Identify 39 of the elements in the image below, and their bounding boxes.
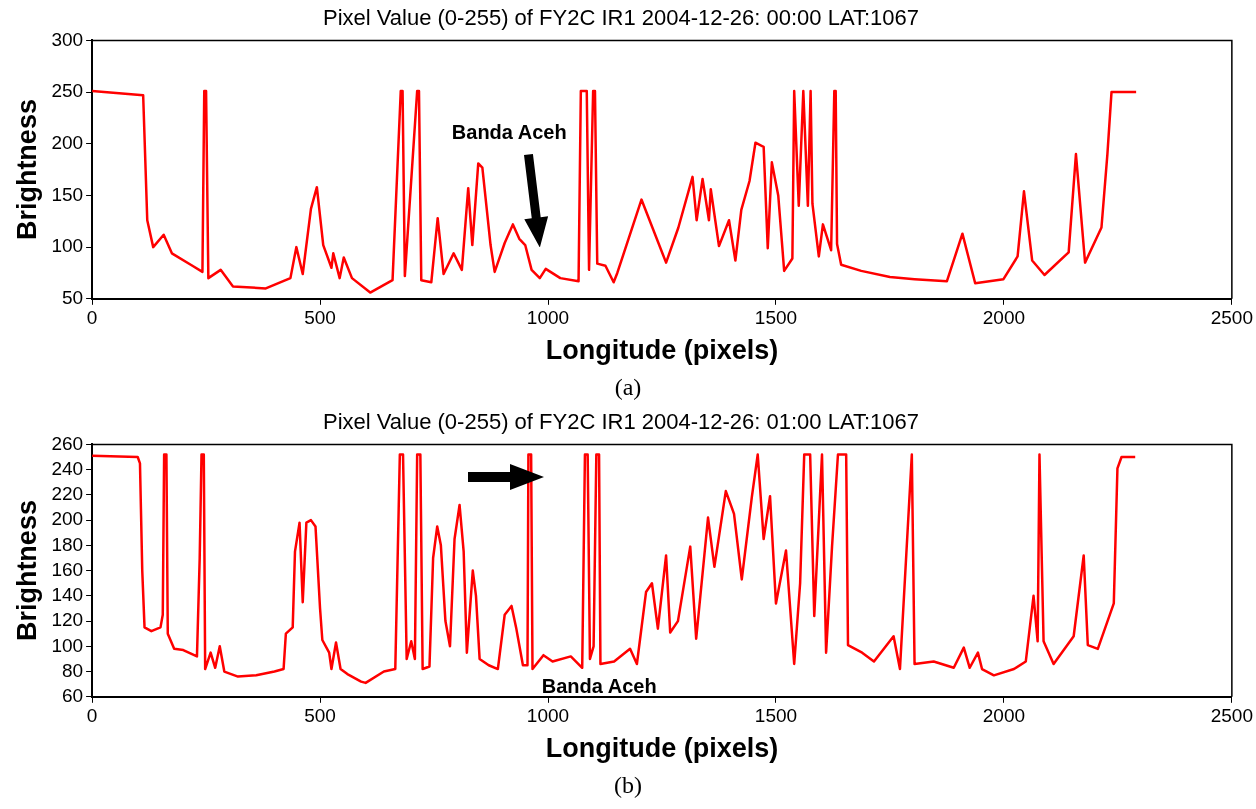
y-tick-label: 200: [51, 508, 84, 530]
y-tick-label: 240: [51, 457, 84, 479]
y-tick-label: 150: [51, 183, 84, 205]
annotation: Banda Aceh: [541, 675, 657, 698]
y-tick-label: 180: [51, 533, 84, 555]
y-tick-label: 160: [51, 558, 84, 580]
y-tick-label: 50: [61, 287, 84, 309]
y-tick-label: 300: [51, 28, 84, 50]
y-tick-label: 60: [61, 685, 84, 707]
y-tick-label: 260: [51, 432, 84, 454]
x-tick-label: 0: [86, 705, 98, 727]
y-tick-label: 200: [51, 131, 84, 153]
annotation: Banda Aceh: [451, 121, 567, 144]
x-tick-label: 2500: [1210, 705, 1254, 727]
x-tick-label: 0: [86, 307, 98, 329]
chart-title: Pixel Value (0-255) of FY2C IR1 2004-12-26: 00:00 LAT:1067: [323, 5, 919, 31]
x-tick-label: 1500: [754, 307, 798, 329]
y-tick-label: 140: [51, 584, 84, 606]
y-tick-label: 100: [51, 634, 84, 656]
y-tick-label: 80: [61, 659, 84, 681]
x-tick-label: 1500: [754, 705, 798, 727]
text: (b): [613, 771, 643, 800]
x-axis-title: Longitude (pixels): [545, 335, 779, 366]
text: (a): [613, 373, 643, 402]
y-tick-label: 220: [51, 483, 84, 505]
x-tick-label: 2500: [1210, 307, 1254, 329]
x-tick-label: 500: [304, 307, 336, 329]
x-tick-label: 1000: [526, 705, 570, 727]
x-tick-label: 500: [304, 705, 336, 727]
y-tick-label: 100: [51, 235, 84, 257]
y-axis-title: Brightness: [11, 99, 42, 241]
x-tick-label: 1000: [526, 307, 570, 329]
chart-title: Pixel Value (0-255) of FY2C IR1 2004-12-26: 01:00 LAT:1067: [323, 409, 919, 435]
y-tick-label: 250: [51, 80, 84, 102]
x-tick-label: 2000: [982, 307, 1026, 329]
x-axis-title: Longitude (pixels): [545, 733, 779, 764]
x-tick-label: 2000: [982, 705, 1026, 727]
y-tick-label: 120: [51, 609, 84, 631]
y-axis-title: Brightness: [11, 500, 42, 642]
